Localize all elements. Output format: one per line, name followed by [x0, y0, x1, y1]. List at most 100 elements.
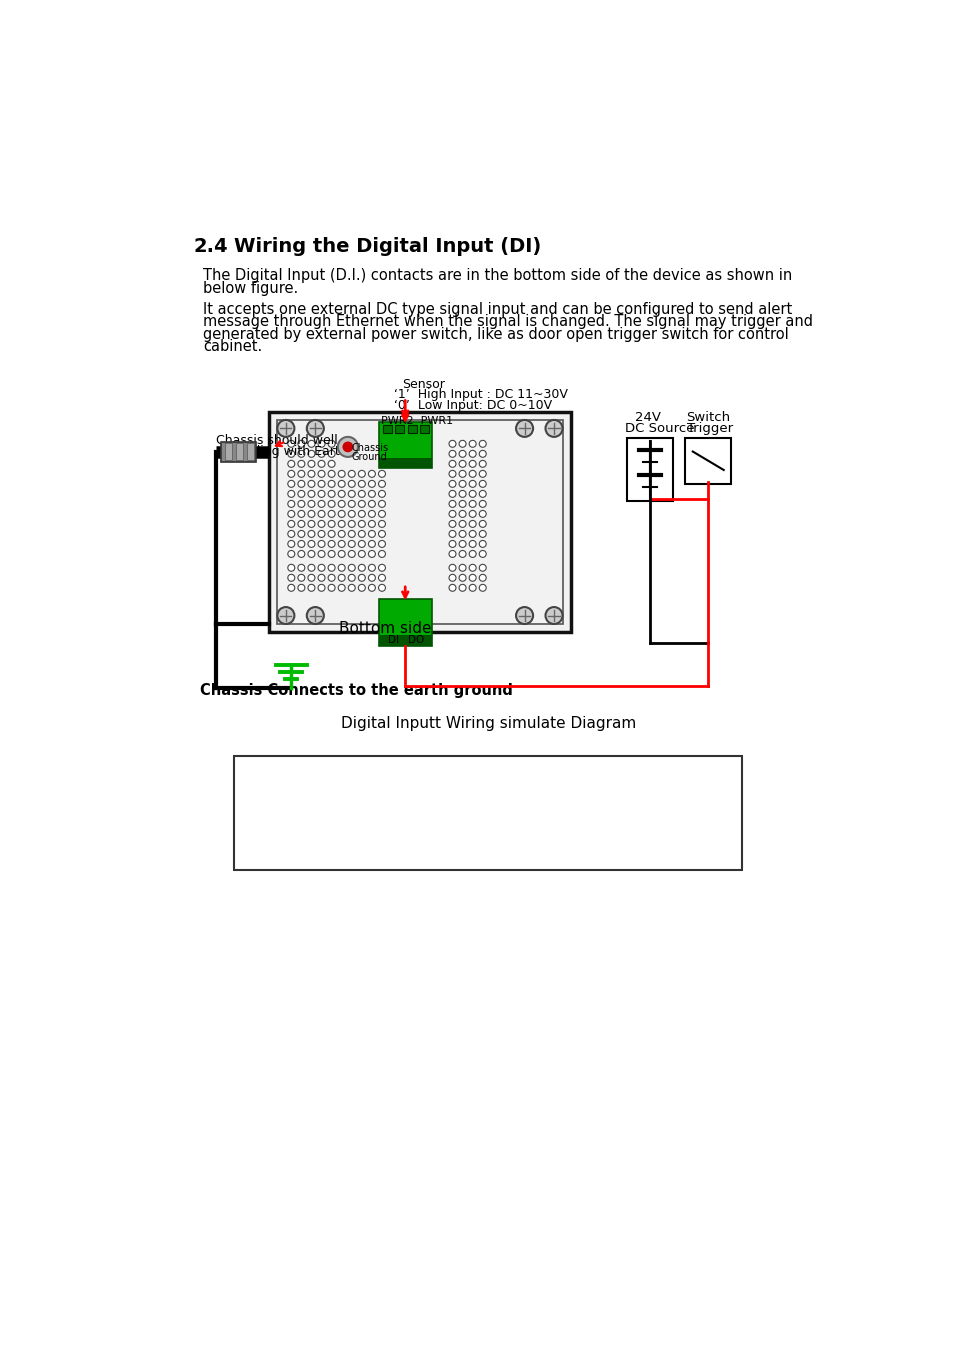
Bar: [395, 636, 404, 644]
Bar: [225, 443, 233, 460]
Circle shape: [478, 460, 486, 467]
Circle shape: [297, 531, 305, 537]
Circle shape: [328, 564, 335, 571]
Circle shape: [317, 551, 325, 558]
Circle shape: [288, 574, 294, 582]
Circle shape: [449, 540, 456, 547]
Circle shape: [297, 574, 305, 582]
Text: DI: DI: [388, 634, 398, 645]
Text: Digital Inputt Wiring simulate Diagram: Digital Inputt Wiring simulate Diagram: [341, 717, 636, 732]
Circle shape: [458, 521, 466, 528]
Circle shape: [308, 521, 314, 528]
Bar: [419, 424, 429, 433]
Text: message through Ethernet when the signal is changed. The signal may trigger and: message through Ethernet when the signal…: [203, 315, 812, 329]
Circle shape: [545, 608, 562, 624]
Bar: [378, 458, 431, 468]
Circle shape: [337, 510, 345, 517]
Circle shape: [469, 585, 476, 591]
Circle shape: [348, 531, 355, 537]
Text: Ground: Ground: [352, 452, 387, 462]
Circle shape: [478, 470, 486, 478]
Bar: [395, 424, 404, 433]
Text: DC Source: DC Source: [624, 421, 694, 435]
Circle shape: [277, 608, 294, 624]
Circle shape: [458, 440, 466, 447]
Circle shape: [469, 574, 476, 582]
Circle shape: [337, 521, 345, 528]
Circle shape: [358, 521, 365, 528]
Circle shape: [478, 551, 486, 558]
Circle shape: [328, 521, 335, 528]
Bar: [220, 441, 256, 462]
Circle shape: [288, 540, 294, 547]
Text: Trigger: Trigger: [686, 421, 732, 435]
Circle shape: [348, 585, 355, 591]
Circle shape: [328, 585, 335, 591]
Circle shape: [288, 564, 294, 571]
Text: Wiring the Digital Input (DI): Wiring the Digital Input (DI): [233, 238, 540, 256]
Circle shape: [469, 564, 476, 571]
Circle shape: [308, 460, 314, 467]
Bar: [378, 423, 431, 468]
Circle shape: [458, 490, 466, 497]
Text: generated by external power switch, like as door open trigger switch for control: generated by external power switch, like…: [203, 327, 788, 342]
Circle shape: [458, 501, 466, 508]
Circle shape: [288, 521, 294, 528]
Circle shape: [478, 531, 486, 537]
Circle shape: [297, 460, 305, 467]
Circle shape: [478, 540, 486, 547]
Circle shape: [449, 460, 456, 467]
Circle shape: [308, 440, 314, 447]
Circle shape: [288, 585, 294, 591]
Circle shape: [348, 564, 355, 571]
Circle shape: [458, 451, 466, 458]
Circle shape: [328, 510, 335, 517]
Circle shape: [297, 540, 305, 547]
Circle shape: [288, 510, 294, 517]
Circle shape: [469, 490, 476, 497]
Circle shape: [358, 481, 365, 487]
Circle shape: [378, 501, 385, 508]
Circle shape: [297, 490, 305, 497]
Bar: [378, 599, 431, 645]
Circle shape: [368, 501, 375, 508]
Circle shape: [337, 501, 345, 508]
Circle shape: [337, 540, 345, 547]
Circle shape: [368, 551, 375, 558]
Circle shape: [358, 470, 365, 478]
Bar: [247, 443, 253, 460]
Circle shape: [317, 481, 325, 487]
Circle shape: [297, 585, 305, 591]
Bar: [236, 443, 243, 460]
Circle shape: [368, 540, 375, 547]
Circle shape: [308, 540, 314, 547]
Circle shape: [378, 574, 385, 582]
Circle shape: [317, 490, 325, 497]
Circle shape: [358, 540, 365, 547]
Circle shape: [348, 510, 355, 517]
Circle shape: [348, 574, 355, 582]
Circle shape: [337, 481, 345, 487]
Circle shape: [297, 470, 305, 478]
Text: Sensor: Sensor: [402, 378, 444, 390]
Text: 2.4: 2.4: [193, 238, 228, 256]
Circle shape: [317, 521, 325, 528]
Circle shape: [368, 481, 375, 487]
Circle shape: [358, 531, 365, 537]
Circle shape: [458, 460, 466, 467]
Circle shape: [469, 501, 476, 508]
Circle shape: [458, 481, 466, 487]
Circle shape: [458, 510, 466, 517]
Circle shape: [478, 521, 486, 528]
Circle shape: [297, 521, 305, 528]
Circle shape: [458, 540, 466, 547]
Circle shape: [378, 521, 385, 528]
Bar: [407, 424, 416, 433]
Text: Switch: Switch: [686, 410, 730, 424]
Circle shape: [469, 470, 476, 478]
Circle shape: [308, 574, 314, 582]
Circle shape: [317, 574, 325, 582]
Circle shape: [378, 490, 385, 497]
Circle shape: [469, 460, 476, 467]
Circle shape: [307, 608, 323, 624]
